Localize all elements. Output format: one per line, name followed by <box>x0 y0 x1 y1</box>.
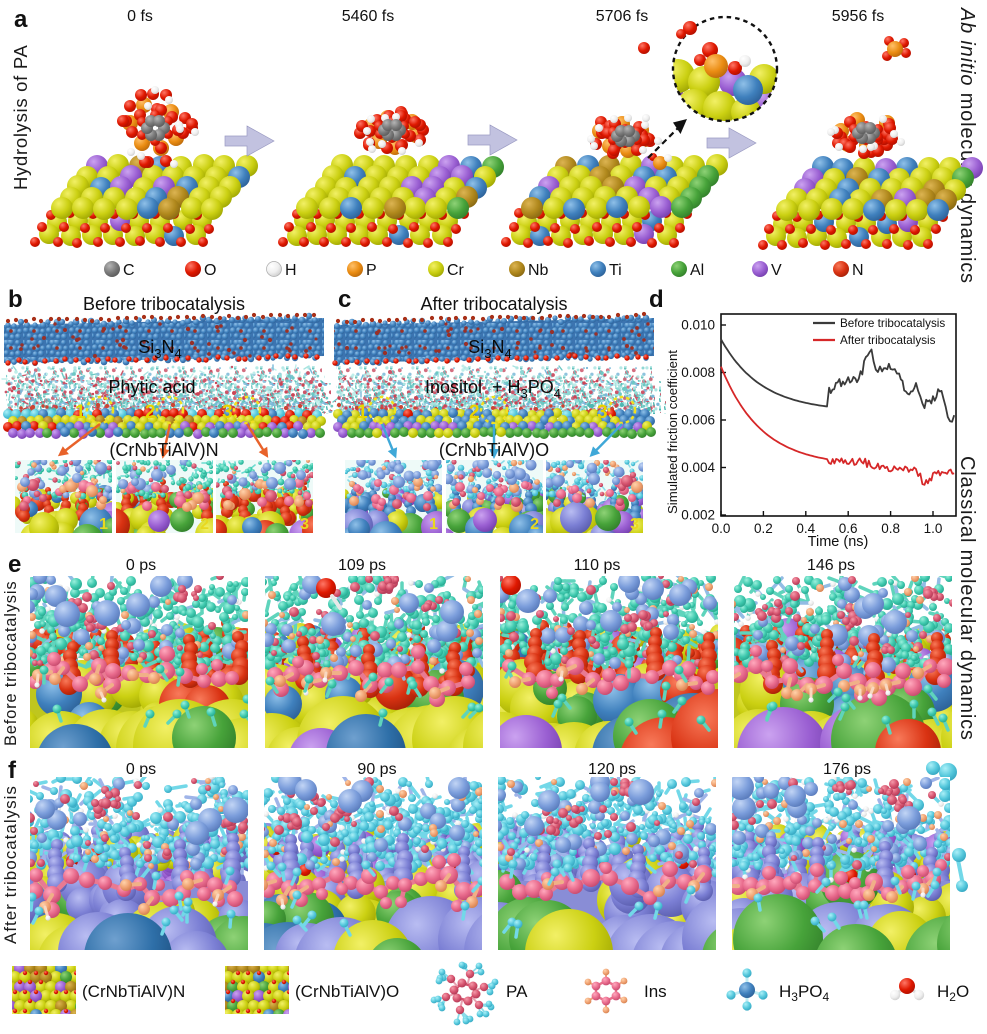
svg-text:Before tribocatalysis: Before tribocatalysis <box>2 581 20 746</box>
svg-text:0 fs: 0 fs <box>127 8 153 25</box>
svg-text:1: 1 <box>429 516 438 533</box>
svg-text:Ab initio molecular dynamics: Ab initio molecular dynamics <box>956 7 978 284</box>
svg-text:0.2: 0.2 <box>754 521 773 536</box>
svg-text:d: d <box>649 286 664 313</box>
svg-text:e: e <box>8 551 21 578</box>
svg-text:(CrNbTiAlV)O: (CrNbTiAlV)O <box>439 440 549 460</box>
svg-text:Time (ns): Time (ns) <box>808 534 869 550</box>
svg-text:2: 2 <box>530 516 539 533</box>
svg-text:H: H <box>285 262 297 279</box>
svg-text:5706 fs: 5706 fs <box>596 8 648 25</box>
svg-text:1: 1 <box>357 402 368 423</box>
svg-text:Classical molecular dynamics: Classical molecular dynamics <box>956 456 978 741</box>
svg-text:Nb: Nb <box>528 262 549 279</box>
svg-text:0.008: 0.008 <box>681 365 715 380</box>
svg-text:Cr: Cr <box>447 262 465 279</box>
svg-text:0.002: 0.002 <box>681 508 715 523</box>
svg-text:3: 3 <box>597 402 608 423</box>
svg-text:0.8: 0.8 <box>881 521 900 536</box>
svg-text:5956 fs: 5956 fs <box>832 8 884 25</box>
svg-text:0 ps: 0 ps <box>126 557 156 574</box>
svg-text:c: c <box>338 286 351 313</box>
svg-text:3: 3 <box>630 516 639 533</box>
svg-text:2: 2 <box>145 402 156 423</box>
svg-text:146 ps: 146 ps <box>807 557 855 574</box>
svg-text:a: a <box>14 6 28 33</box>
svg-text:109 ps: 109 ps <box>338 557 386 574</box>
svg-text:(CrNbTiAlV)N: (CrNbTiAlV)N <box>109 440 218 460</box>
svg-text:Before tribocatalysis: Before tribocatalysis <box>83 294 245 314</box>
svg-text:Ti: Ti <box>609 262 622 279</box>
svg-text:V: V <box>771 262 782 279</box>
svg-text:N: N <box>852 262 864 279</box>
svg-text:P: P <box>366 262 377 279</box>
svg-text:Before tribocatalysis: Before tribocatalysis <box>840 317 945 330</box>
svg-text:3: 3 <box>300 516 309 533</box>
svg-text:After tribocatalysis: After tribocatalysis <box>420 294 567 314</box>
svg-text:C: C <box>123 262 135 279</box>
svg-text:0.010: 0.010 <box>681 318 715 333</box>
svg-text:110 ps: 110 ps <box>574 557 621 574</box>
svg-text:1.0: 1.0 <box>924 521 943 536</box>
svg-text:O: O <box>204 262 216 279</box>
svg-text:Phytic acid: Phytic acid <box>108 377 195 397</box>
svg-text:2: 2 <box>469 402 480 423</box>
svg-text:0.006: 0.006 <box>681 413 715 428</box>
svg-text:After tribocatalysis: After tribocatalysis <box>840 334 936 347</box>
svg-text:5460 fs: 5460 fs <box>342 8 394 25</box>
svg-text:1: 1 <box>75 402 86 423</box>
svg-text:Al: Al <box>690 262 704 279</box>
svg-text:0.0: 0.0 <box>712 521 731 536</box>
svg-text:1: 1 <box>99 516 108 533</box>
svg-text:Simulated friction coefficient: Simulated friction coefficient <box>665 350 680 514</box>
svg-text:3: 3 <box>222 402 233 423</box>
svg-text:Hydrolysis of PA: Hydrolysis of PA <box>10 44 31 190</box>
svg-text:0.004: 0.004 <box>681 460 715 475</box>
svg-text:b: b <box>8 286 23 313</box>
svg-text:2: 2 <box>200 516 209 533</box>
